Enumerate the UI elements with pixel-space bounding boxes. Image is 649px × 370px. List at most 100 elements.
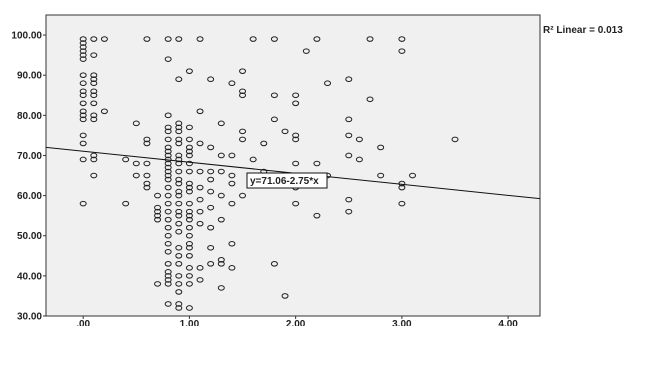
data-point [228,80,236,87]
data-point [79,200,87,207]
data-point [175,220,183,227]
y-axis: 30.00 40.00 50.00 60.00 70.00 80.00 90.00 100.0… [11,31,46,323]
data-point [239,136,247,143]
data-point [185,224,193,231]
data-point [79,108,87,115]
data-point [100,108,108,115]
data-point [398,184,406,191]
data-point [355,156,363,163]
data-point [90,36,98,42]
data-point [175,168,183,175]
data-point [270,92,278,99]
data-point [154,216,162,223]
data-point [270,116,278,123]
data-point [164,152,172,159]
r2-linear-label: R² Linear = 0.013 [543,25,623,36]
data-point [154,208,162,215]
data-point [143,136,151,143]
scatter-chart: 30.00 40.00 50.00 60.00 70.00 80.00 90.00 100.0… [11,14,623,326]
data-point [292,92,300,99]
data-point [164,224,172,231]
data-point [207,188,215,195]
data-point [154,281,162,287]
x-tick-label: .00 [76,319,90,326]
data-point [207,176,215,183]
data-point [207,261,215,267]
y-tick-label: 30.00 [17,312,42,323]
data-point [185,168,193,175]
data-point [164,160,172,167]
data-point [409,172,417,179]
data-point [79,48,87,54]
data-point [164,148,172,155]
data-point [164,301,172,307]
data-point [79,140,87,147]
data-point [185,240,193,247]
data-point [90,116,98,123]
data-point [185,281,193,287]
data-point [154,212,162,219]
y-tick-label: 60.00 [17,191,42,202]
data-point [270,261,278,267]
data-point [90,112,98,119]
y-tick-label: 80.00 [17,111,42,122]
data-point [164,248,172,255]
data-point [366,96,374,103]
data-point [196,208,204,215]
data-point [185,184,193,191]
data-point [143,184,151,191]
data-point [79,56,87,62]
data-point [90,80,98,87]
data-point [79,80,87,87]
data-point [185,180,193,187]
data-point [313,160,321,167]
data-point [164,144,172,151]
data-point [196,168,204,175]
data-point [185,273,193,279]
data-point [79,40,87,46]
data-point [249,156,257,163]
data-point [217,120,225,127]
data-point [185,200,193,207]
data-point [185,144,193,151]
data-point [345,208,353,215]
data-point [175,281,183,287]
data-point [175,228,183,235]
data-point [249,36,257,42]
data-point [90,76,98,83]
data-point [281,128,289,135]
data-point [345,76,353,83]
data-point [207,244,215,251]
data-point [90,88,98,95]
data-point [207,204,215,211]
data-point [164,240,172,247]
data-point [228,240,236,247]
data-point [185,244,193,251]
x-tick-label: 1.00 [180,319,200,326]
data-point [345,152,353,159]
data-point [228,265,236,271]
data-point [132,160,140,167]
data-point [164,168,172,175]
data-point [398,36,406,42]
data-point [185,265,193,271]
data-point [175,124,183,131]
data-point [313,36,321,42]
data-point [260,140,268,147]
data-point [175,289,183,295]
data-point [164,281,172,287]
data-point [90,172,98,179]
y-tick-label: 70.00 [17,151,42,162]
data-point [90,156,98,163]
x-tick-label: 4.00 [498,319,518,326]
data-point [79,116,87,123]
data-point [185,148,193,155]
data-point [164,36,172,42]
data-point [175,140,183,147]
y-tick-label: 90.00 [17,71,42,82]
data-point [345,116,353,123]
data-point [154,192,162,199]
data-point [79,100,87,107]
data-point [313,212,321,219]
fit-equation-box: y=71.06-2.75*x [246,172,328,189]
